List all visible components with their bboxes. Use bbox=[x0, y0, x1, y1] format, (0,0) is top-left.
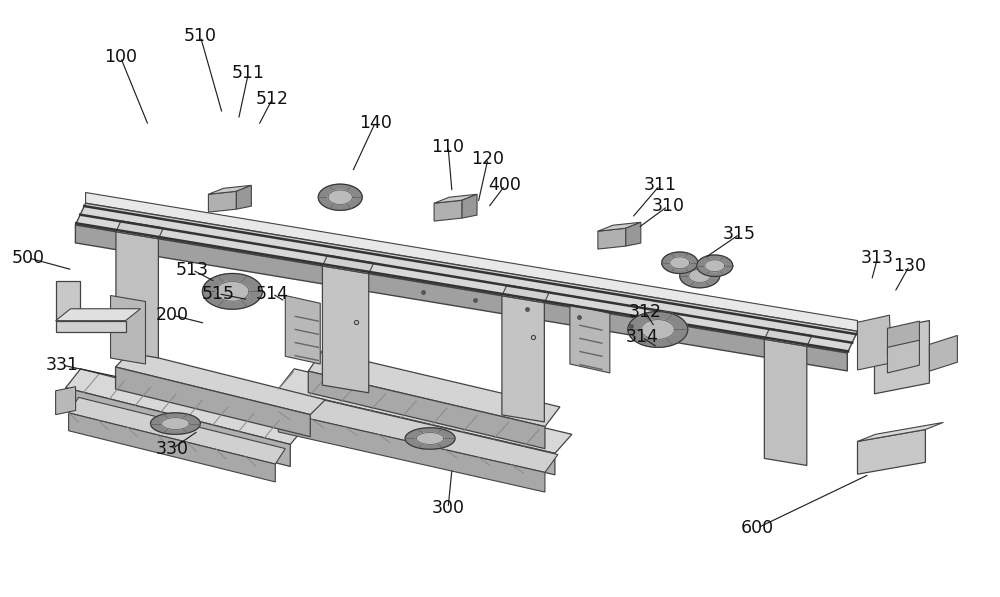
Text: 513: 513 bbox=[176, 261, 209, 279]
Polygon shape bbox=[56, 387, 76, 415]
Polygon shape bbox=[116, 221, 163, 239]
Polygon shape bbox=[887, 321, 919, 356]
Polygon shape bbox=[502, 285, 549, 303]
Polygon shape bbox=[162, 418, 189, 429]
Polygon shape bbox=[598, 228, 626, 249]
Text: 512: 512 bbox=[256, 90, 289, 108]
Polygon shape bbox=[308, 351, 560, 426]
Text: 600: 600 bbox=[741, 519, 774, 537]
Polygon shape bbox=[887, 340, 919, 373]
Text: 312: 312 bbox=[628, 303, 661, 321]
Polygon shape bbox=[111, 296, 145, 364]
Polygon shape bbox=[874, 321, 929, 394]
Text: 140: 140 bbox=[359, 114, 392, 132]
Polygon shape bbox=[764, 339, 807, 466]
Polygon shape bbox=[434, 200, 462, 221]
Polygon shape bbox=[462, 194, 477, 218]
Text: 315: 315 bbox=[723, 225, 756, 243]
Text: 300: 300 bbox=[432, 499, 465, 517]
Polygon shape bbox=[66, 388, 290, 466]
Polygon shape bbox=[208, 191, 236, 212]
Polygon shape bbox=[75, 225, 847, 371]
Polygon shape bbox=[929, 336, 957, 371]
Polygon shape bbox=[405, 427, 455, 449]
Text: 200: 200 bbox=[156, 306, 189, 324]
Text: 314: 314 bbox=[625, 328, 658, 346]
Text: 130: 130 bbox=[893, 257, 926, 275]
Text: 515: 515 bbox=[202, 285, 235, 303]
Polygon shape bbox=[662, 252, 698, 273]
Text: 310: 310 bbox=[651, 197, 684, 215]
Polygon shape bbox=[278, 393, 558, 472]
Polygon shape bbox=[858, 429, 925, 474]
Polygon shape bbox=[705, 260, 725, 272]
Polygon shape bbox=[75, 203, 858, 353]
Polygon shape bbox=[764, 328, 812, 346]
Polygon shape bbox=[318, 184, 362, 210]
Text: 110: 110 bbox=[432, 138, 465, 156]
Text: 330: 330 bbox=[156, 439, 189, 457]
Polygon shape bbox=[502, 296, 544, 422]
Polygon shape bbox=[626, 222, 641, 246]
Polygon shape bbox=[216, 282, 249, 301]
Polygon shape bbox=[697, 255, 733, 276]
Polygon shape bbox=[278, 412, 545, 492]
Polygon shape bbox=[116, 367, 310, 436]
Polygon shape bbox=[628, 312, 688, 347]
Polygon shape bbox=[69, 398, 285, 464]
Polygon shape bbox=[434, 194, 477, 203]
Text: 313: 313 bbox=[861, 249, 894, 267]
Text: 100: 100 bbox=[104, 48, 137, 66]
Text: 514: 514 bbox=[256, 285, 289, 303]
Polygon shape bbox=[689, 269, 711, 282]
Polygon shape bbox=[278, 389, 555, 475]
Text: 510: 510 bbox=[184, 27, 217, 45]
Polygon shape bbox=[116, 232, 158, 358]
Text: 400: 400 bbox=[489, 176, 521, 195]
Polygon shape bbox=[570, 304, 610, 373]
Polygon shape bbox=[308, 371, 545, 448]
Polygon shape bbox=[416, 433, 444, 444]
Polygon shape bbox=[236, 185, 251, 209]
Polygon shape bbox=[208, 185, 251, 194]
Polygon shape bbox=[116, 351, 325, 415]
Polygon shape bbox=[66, 369, 305, 444]
Polygon shape bbox=[69, 413, 275, 482]
Text: 120: 120 bbox=[472, 149, 505, 168]
Polygon shape bbox=[202, 273, 262, 309]
Polygon shape bbox=[151, 413, 200, 434]
Polygon shape bbox=[322, 266, 369, 393]
Polygon shape bbox=[56, 321, 126, 332]
Text: 511: 511 bbox=[232, 64, 265, 82]
Polygon shape bbox=[858, 315, 891, 370]
Polygon shape bbox=[56, 309, 141, 321]
Polygon shape bbox=[56, 281, 80, 321]
Polygon shape bbox=[641, 319, 674, 339]
Text: 500: 500 bbox=[12, 249, 45, 267]
Text: 331: 331 bbox=[46, 356, 79, 374]
Polygon shape bbox=[328, 190, 352, 204]
Polygon shape bbox=[680, 264, 720, 288]
Polygon shape bbox=[278, 369, 572, 453]
Polygon shape bbox=[285, 296, 320, 364]
Polygon shape bbox=[598, 222, 641, 231]
Polygon shape bbox=[86, 192, 858, 331]
Polygon shape bbox=[670, 257, 690, 269]
Polygon shape bbox=[858, 423, 943, 441]
Polygon shape bbox=[322, 255, 374, 273]
Text: 311: 311 bbox=[643, 176, 676, 195]
